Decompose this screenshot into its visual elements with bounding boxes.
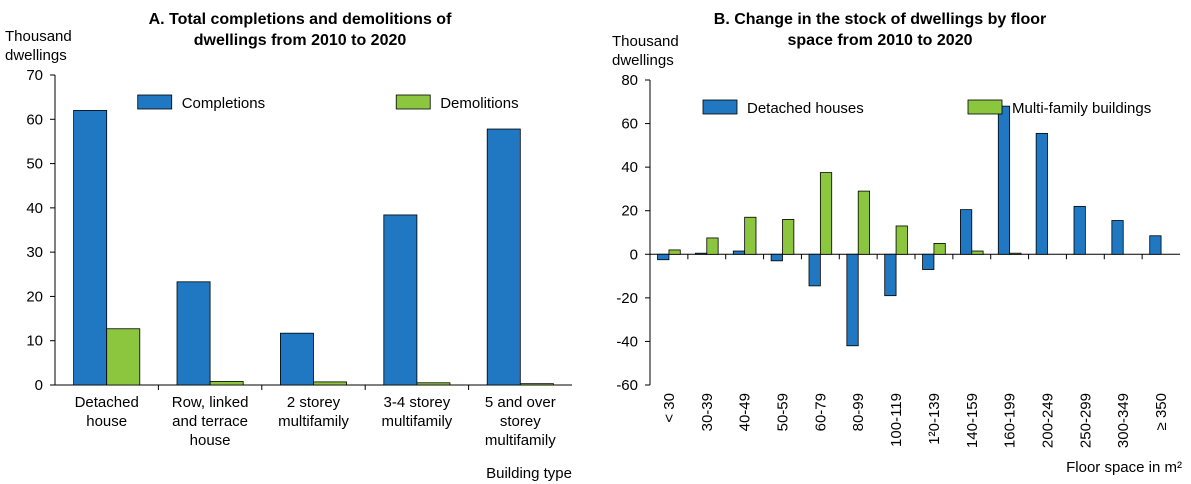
x-tick-label: Detached house xyxy=(75,394,139,430)
y-tick-label: 60 xyxy=(621,116,638,133)
y-tick-label: 0 xyxy=(35,377,43,394)
legend-label: Detached houses xyxy=(747,100,864,117)
x-tick-label: 30-39 xyxy=(699,393,716,431)
y-axis-label: Thousand dwellings xyxy=(5,28,72,64)
bar xyxy=(486,128,521,386)
bar xyxy=(106,328,141,386)
bar xyxy=(313,381,347,386)
x-tick-label: 3-4 storey multifamily xyxy=(381,394,452,430)
bar xyxy=(960,209,973,255)
x-tick-label: 160-199 xyxy=(1002,393,1019,448)
legend-label: Completions xyxy=(182,95,265,112)
bar xyxy=(280,332,314,386)
x-tick-label: 80-99 xyxy=(850,393,867,431)
y-tick-label: 30 xyxy=(26,244,43,261)
x-tick-label: ≥ 350 xyxy=(1153,393,1170,430)
y-axis-label: Thousand dwellings xyxy=(612,33,679,69)
x-axis-label: Floor space in m² xyxy=(1066,459,1182,476)
x-tick-label: 300-349 xyxy=(1115,393,1132,448)
bar xyxy=(770,253,783,262)
bar xyxy=(657,253,670,261)
x-axis-label: Building type xyxy=(486,465,572,482)
x-tick-label: 50-59 xyxy=(775,393,792,431)
legend-swatch xyxy=(137,94,173,110)
x-tick-label: 1²0-139 xyxy=(926,393,943,445)
y-tick-label: 20 xyxy=(621,203,638,220)
legend-swatch xyxy=(967,99,1003,115)
bar xyxy=(1035,132,1048,255)
y-tick-label: 80 xyxy=(621,72,638,89)
chart-title: A. Total completions and demolitions of d… xyxy=(149,11,452,49)
x-tick-label: 5 and over storey multifamily xyxy=(485,394,556,449)
x-tick-label: Row, linked and terrace house xyxy=(172,394,249,449)
bar xyxy=(695,252,708,255)
legend-swatch xyxy=(702,99,738,115)
y-tick-label: 10 xyxy=(26,333,43,350)
legend-label: Demolitions xyxy=(440,95,518,112)
bar xyxy=(808,253,821,287)
y-tick-label: 60 xyxy=(26,111,43,128)
bar xyxy=(884,253,897,297)
bar xyxy=(744,216,757,255)
y-tick-label: -40 xyxy=(616,333,638,350)
x-tick-label: 2 storey multifamily xyxy=(278,394,349,430)
bar xyxy=(1009,252,1022,255)
bar xyxy=(73,110,108,386)
bar xyxy=(933,242,946,255)
bar xyxy=(971,250,984,255)
bar xyxy=(519,383,554,386)
bar xyxy=(1149,235,1162,255)
bar xyxy=(997,105,1011,255)
bar xyxy=(819,172,833,255)
bar xyxy=(668,249,681,255)
bar xyxy=(857,190,870,255)
x-tick-label: 140-159 xyxy=(964,393,981,448)
bar xyxy=(383,214,418,386)
y-tick-label: 20 xyxy=(26,288,43,305)
bar xyxy=(416,382,451,386)
bar xyxy=(706,237,719,255)
bar xyxy=(782,219,795,255)
legend-label: Multi-family buildings xyxy=(1012,100,1151,117)
y-tick-label: 70 xyxy=(26,67,43,84)
chart-title: B. Change in the stock of dwellings by f… xyxy=(714,11,1046,49)
y-tick-label: 0 xyxy=(630,246,638,263)
bar xyxy=(209,381,244,386)
bar xyxy=(1111,220,1124,255)
legend-swatch xyxy=(395,94,431,110)
x-tick-label: 100-119 xyxy=(888,393,905,447)
x-tick-label: 60-79 xyxy=(812,393,829,431)
x-tick-label: < 30 xyxy=(661,393,678,423)
x-tick-label: 250-299 xyxy=(1077,393,1094,448)
bar xyxy=(846,253,859,347)
bar xyxy=(922,253,935,270)
y-tick-label: 50 xyxy=(26,156,43,173)
y-tick-label: 40 xyxy=(26,200,43,217)
y-tick-label: -60 xyxy=(616,377,638,394)
x-tick-label: 40-49 xyxy=(737,393,754,431)
y-tick-label: 40 xyxy=(621,159,638,176)
bar xyxy=(895,225,908,255)
y-tick-label: -20 xyxy=(616,290,638,307)
bar xyxy=(732,250,746,255)
x-tick-label: 200-249 xyxy=(1040,393,1057,448)
bar xyxy=(176,281,211,386)
bar xyxy=(1073,205,1086,255)
